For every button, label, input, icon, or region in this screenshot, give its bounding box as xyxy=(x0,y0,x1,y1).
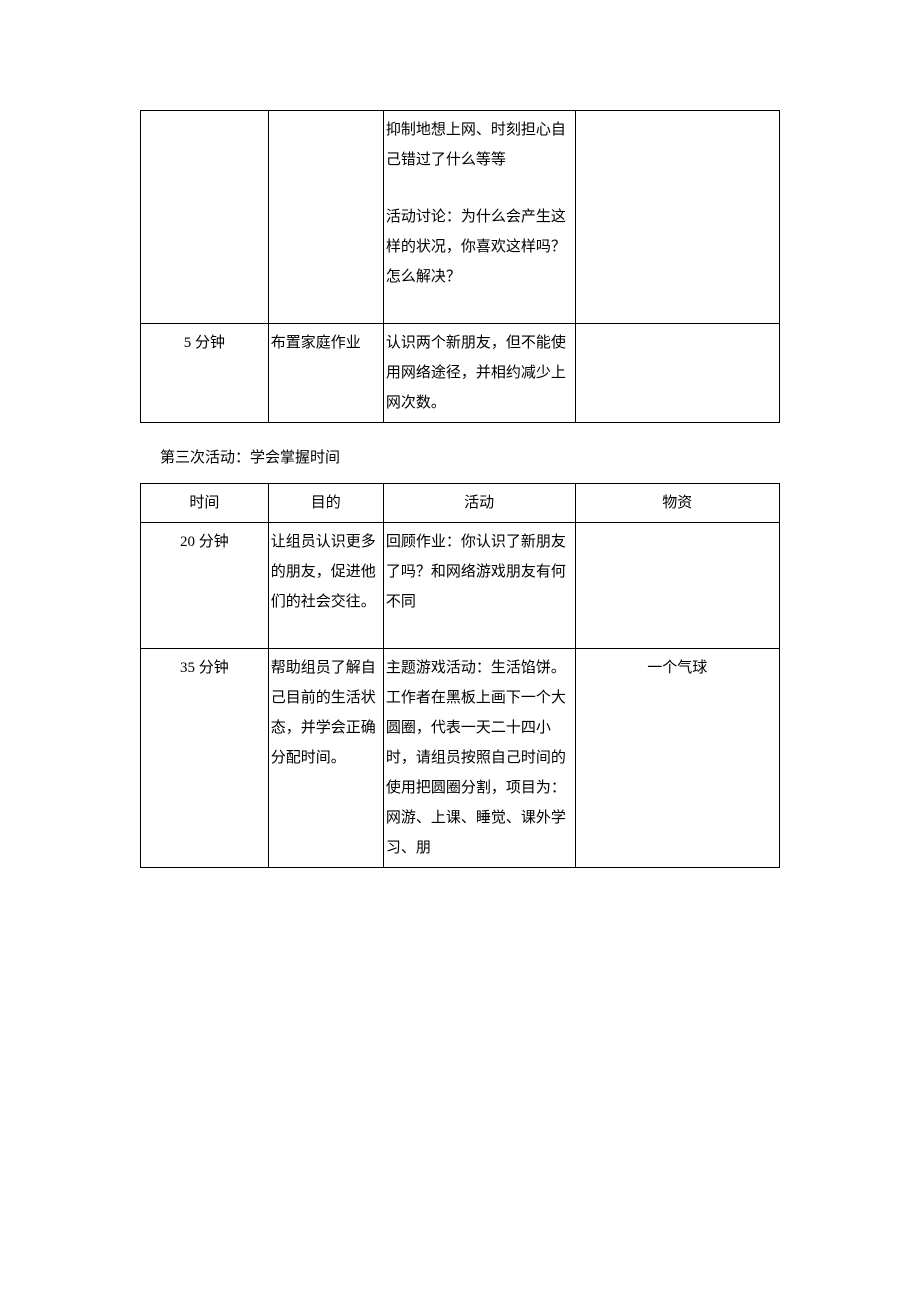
cell-time: 20 分钟 xyxy=(141,523,269,649)
activity-text: 活动讨论：为什么会产生这样的状况，你喜欢这样吗？怎么解决？ xyxy=(386,202,573,292)
cell-material xyxy=(575,324,780,423)
blank-line xyxy=(386,292,573,319)
header-purpose: 目的 xyxy=(268,484,383,523)
blank-line xyxy=(386,617,573,644)
cell-purpose: 帮助组员了解自己目前的生活状态，并学会正确分配时间。 xyxy=(268,649,383,868)
section-title: 第三次活动：学会掌握时间 xyxy=(160,443,780,473)
cell-purpose xyxy=(268,111,383,324)
table-row: 20 分钟 让组员认识更多的朋友，促进他们的社会交往。 回顾作业：你认识了新朋友… xyxy=(141,523,780,649)
activity-text: 抑制地想上网、时刻担心自己错过了什么等等 xyxy=(386,115,573,175)
header-time: 时间 xyxy=(141,484,269,523)
cell-activity: 抑制地想上网、时刻担心自己错过了什么等等 活动讨论：为什么会产生这样的状况，你喜… xyxy=(383,111,575,324)
table-2: 时间 目的 活动 物资 20 分钟 让组员认识更多的朋友，促进他们的社会交往。 … xyxy=(140,483,780,868)
header-activity: 活动 xyxy=(383,484,575,523)
cell-activity: 主题游戏活动：生活馅饼。工作者在黑板上画下一个大圆圈，代表一天二十四小时，请组员… xyxy=(383,649,575,868)
table-header-row: 时间 目的 活动 物资 xyxy=(141,484,780,523)
cell-time: 35 分钟 xyxy=(141,649,269,868)
table-row: 抑制地想上网、时刻担心自己错过了什么等等 活动讨论：为什么会产生这样的状况，你喜… xyxy=(141,111,780,324)
cell-activity: 回顾作业：你认识了新朋友了吗？和网络游戏朋友有何不同 xyxy=(383,523,575,649)
cell-material xyxy=(575,111,780,324)
blank-line xyxy=(386,175,573,202)
table-1: 抑制地想上网、时刻担心自己错过了什么等等 活动讨论：为什么会产生这样的状况，你喜… xyxy=(140,110,780,423)
cell-purpose: 布置家庭作业 xyxy=(268,324,383,423)
cell-time xyxy=(141,111,269,324)
table-row: 5 分钟 布置家庭作业 认识两个新朋友，但不能使用网络途径，并相约减少上网次数。 xyxy=(141,324,780,423)
cell-purpose: 让组员认识更多的朋友，促进他们的社会交往。 xyxy=(268,523,383,649)
cell-material xyxy=(575,523,780,649)
cell-time: 5 分钟 xyxy=(141,324,269,423)
header-material: 物资 xyxy=(575,484,780,523)
cell-activity: 认识两个新朋友，但不能使用网络途径，并相约减少上网次数。 xyxy=(383,324,575,423)
table-row: 35 分钟 帮助组员了解自己目前的生活状态，并学会正确分配时间。 主题游戏活动：… xyxy=(141,649,780,868)
activity-text: 回顾作业：你认识了新朋友了吗？和网络游戏朋友有何不同 xyxy=(386,527,573,617)
page: 抑制地想上网、时刻担心自己错过了什么等等 活动讨论：为什么会产生这样的状况，你喜… xyxy=(0,0,920,968)
cell-material: 一个气球 xyxy=(575,649,780,868)
